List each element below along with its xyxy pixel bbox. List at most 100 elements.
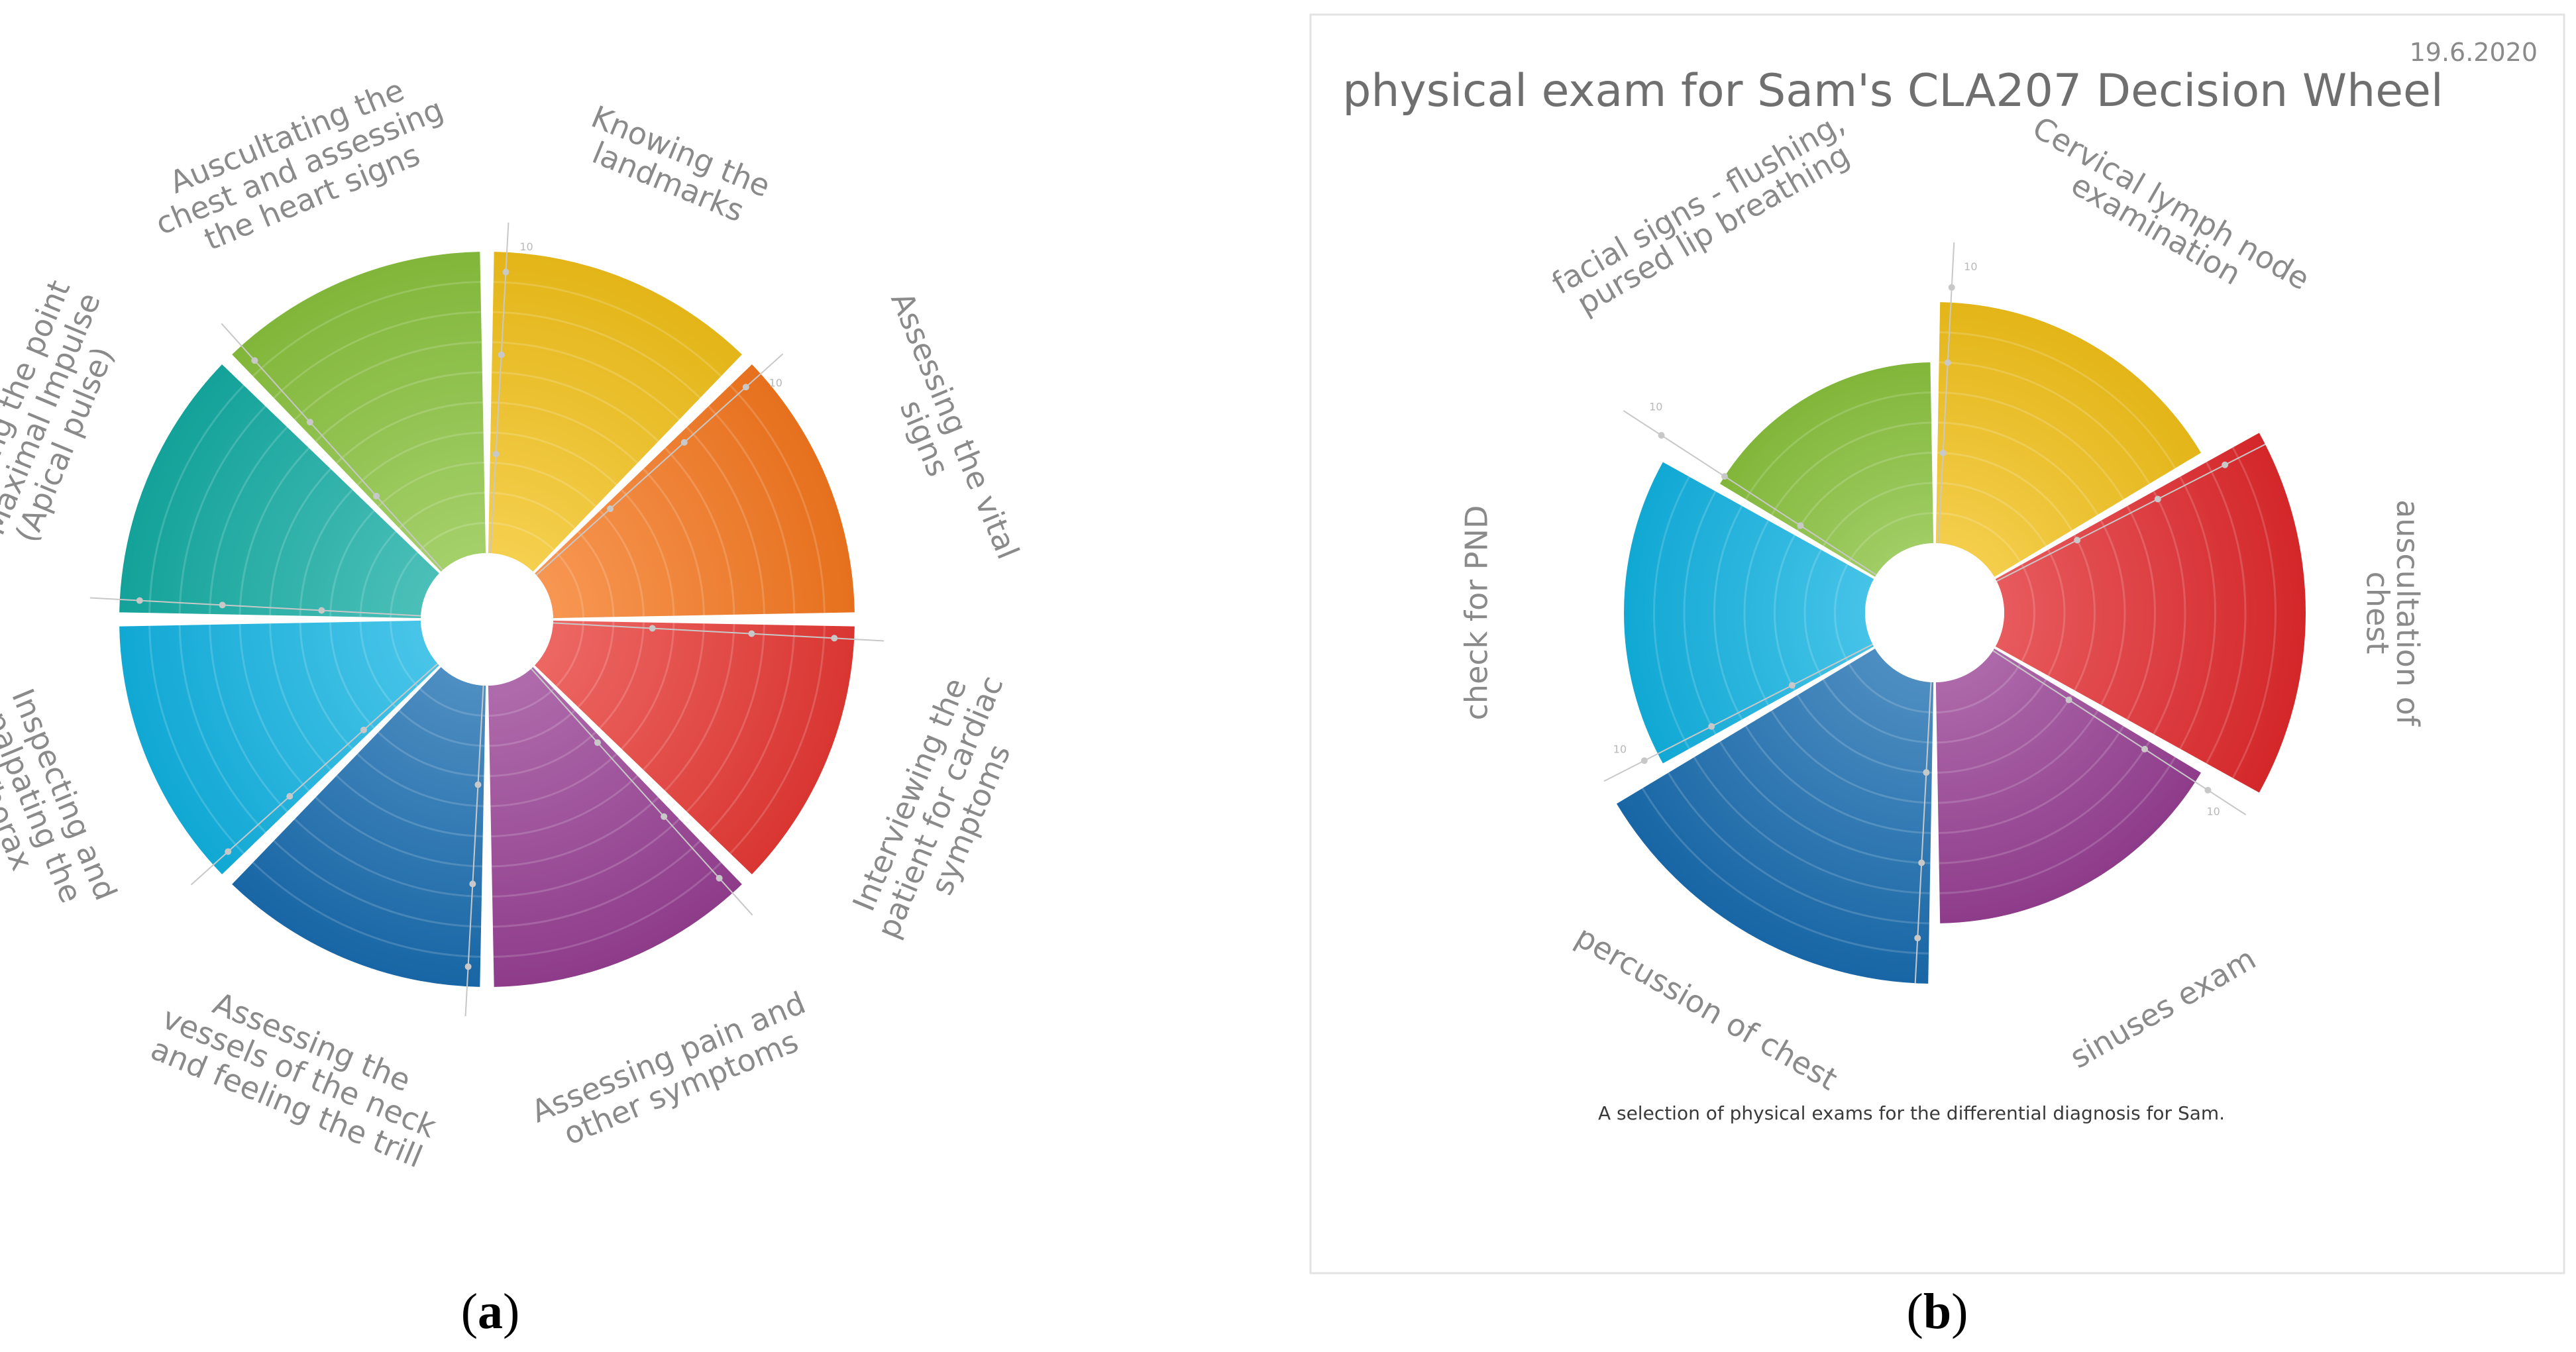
wheel-ring: [490, 731, 597, 777]
wheel-ring: [1937, 694, 2073, 774]
wheel-ring: [599, 622, 645, 729]
wheel-bar-assessing-the-vital-signs: [535, 364, 855, 619]
wheel-ring: [335, 401, 483, 464]
wheel-ring: [2100, 520, 2126, 705]
wheel-ring: [148, 384, 244, 613]
radial-axis-dot: [1658, 432, 1665, 439]
wheel-ring: [299, 623, 353, 750]
wheel-ring: [1936, 512, 2021, 562]
radial-axis-dot: [225, 848, 232, 855]
wheel-ring: [269, 623, 332, 771]
radial-axis-dot: [1708, 723, 1715, 730]
wheel-bar-inspecting-and-palpating-the-thorax: [119, 620, 439, 874]
wheel-ring: [1719, 741, 1931, 864]
radial-axis-dot: [831, 635, 838, 642]
tick-label: 10: [1649, 400, 1662, 413]
wheel-ring: [419, 688, 486, 717]
radial-axis-line: [1996, 443, 2266, 582]
wheel-ring: [555, 552, 584, 618]
wheel-ring: [252, 862, 481, 958]
radial-axis-line: [1937, 242, 1955, 544]
wheel-ring: [1713, 505, 1743, 720]
wheel-bar-facial-signs-flushing-pursed-lip-breathing: [1719, 362, 1934, 577]
radial-axis-dot: [373, 492, 380, 499]
radial-axis-dot: [2154, 495, 2161, 503]
radial-axis-line: [190, 663, 439, 886]
radial-axis-dot: [474, 781, 482, 788]
wheel-ring: [708, 625, 796, 833]
radial-axis-line: [535, 353, 784, 576]
wheel-ring: [621, 489, 675, 616]
wheel-bar-auscultating-the-chest-and-assessing-the-heart-signs: [232, 252, 486, 572]
wheel-ring: [294, 818, 482, 898]
wheel-ring: [1937, 452, 2073, 531]
radial-axis-dot: [748, 630, 755, 637]
wheel-ring: [2047, 549, 2066, 676]
wheel-ring: [490, 431, 617, 486]
wheel-ring: [1939, 756, 2176, 894]
radial-axis-dot: [469, 880, 476, 888]
radial-axis-dot: [2222, 461, 2229, 468]
tick-label: 10: [519, 240, 533, 253]
wheel-ring: [1683, 491, 1717, 735]
wheel-ring: [273, 840, 482, 928]
wheel-label-facial-signs-flushing-pursed-lip-breathing: facial signs - flushing,pursed lip breat…: [1546, 105, 1855, 321]
radial-axis-dot: [502, 268, 510, 276]
panel-b-frame: [1309, 13, 2565, 1274]
wheel-ring: [492, 818, 680, 898]
wheel-ring: [729, 625, 826, 855]
wheel-label-line: sinuses exam: [2064, 941, 2262, 1076]
wheel-ring: [419, 522, 486, 551]
wheel-ring: [555, 621, 584, 687]
wheel-ring: [489, 709, 576, 747]
wheel-ring: [664, 447, 735, 615]
wheel-ring: [273, 311, 482, 399]
radial-axis-line: [531, 668, 753, 916]
wheel-ring: [577, 621, 615, 708]
radial-axis-dot: [661, 813, 668, 820]
radial-axis-dot: [1948, 284, 1955, 291]
wheel-ring: [377, 731, 484, 777]
wheel-bar-cervical-lymph-node-examination: [1935, 302, 2202, 577]
wheel-ring: [493, 862, 722, 958]
radial-axis-dot: [1944, 359, 1951, 366]
wheel-ring: [1937, 421, 2099, 515]
radial-axis-line: [1603, 643, 1873, 782]
radial-axis-dot: [1797, 522, 1804, 529]
panel-b-date: 19.6.2020: [2410, 38, 2538, 67]
wheel-ring: [1667, 772, 1929, 925]
radial-axis-dot: [1918, 859, 1925, 866]
radial-axis-dot: [1640, 757, 1648, 764]
wheel-ring: [209, 426, 288, 614]
wheel-bar-check-for-pnd: [1624, 462, 1874, 764]
wheel-ring: [490, 753, 617, 807]
wheel-ring: [239, 447, 310, 615]
radial-axis-line: [553, 622, 885, 642]
wheel-ring: [488, 688, 555, 717]
wheel-ring: [178, 625, 266, 833]
wheel-bar-sinuses-exam: [1935, 649, 2202, 923]
wheel-ring: [2231, 446, 2277, 779]
wheel-bar-assessing-the-vessels-of-the-neck-and-feeling-the-trill: [232, 667, 486, 987]
radial-axis-dot: [649, 625, 656, 632]
radial-axis-dot: [464, 963, 472, 970]
wheel-ring: [1796, 452, 1932, 531]
wheel-ring: [2073, 535, 2096, 691]
radial-axis-dot: [2204, 786, 2212, 794]
panel-label-a: (a): [461, 1284, 520, 1339]
tick-label: 10: [2207, 806, 2220, 818]
radial-axis-line: [1623, 410, 1877, 576]
wheel-ring: [642, 468, 705, 615]
radial-axis-dot: [742, 384, 749, 391]
wheel-ring: [1822, 482, 1933, 546]
panel-label-b-letter: b: [1923, 1284, 1951, 1339]
wheel-label-check-for-pnd: check for PND: [1459, 505, 1495, 721]
wheel-ring: [252, 281, 481, 377]
wheel-ring: [1937, 710, 2099, 804]
wheel-ring: [492, 796, 659, 868]
